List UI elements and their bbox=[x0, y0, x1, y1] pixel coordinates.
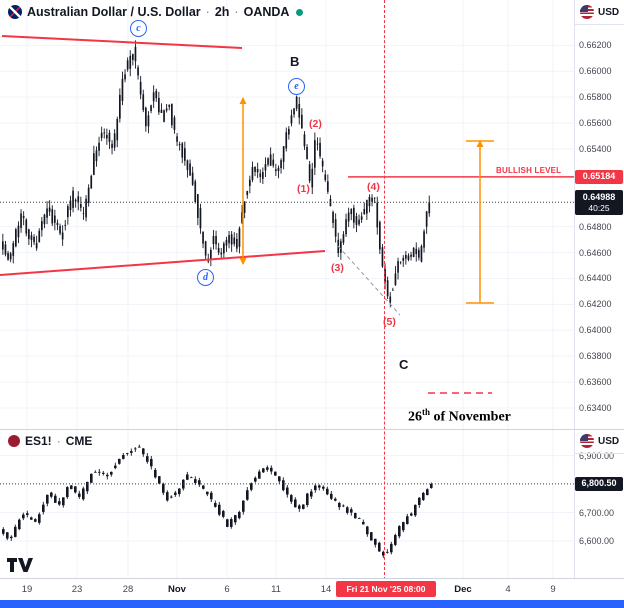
us-flag-icon bbox=[580, 5, 594, 19]
es-last-price-badge: 6,800.50 bbox=[575, 477, 623, 491]
sub-chart-canvas[interactable] bbox=[0, 430, 574, 578]
time-axis-label: 19 bbox=[21, 584, 33, 595]
wave-d-circled-label[interactable]: d bbox=[197, 269, 214, 286]
price-axis-label: 0.65800 bbox=[579, 92, 612, 103]
bullish-price-value: 0.65184 bbox=[582, 171, 616, 182]
tradingview-logo[interactable] bbox=[7, 556, 33, 574]
time-axis-label: 6 bbox=[224, 584, 230, 595]
sub-symbol-title: ES1! bbox=[25, 434, 52, 448]
panel-separator[interactable] bbox=[0, 429, 624, 430]
price-axis-label: 0.63800 bbox=[579, 351, 612, 362]
time-axis[interactable]: 19 23 28 Nov 6 11 14 Dec 4 9 bbox=[0, 578, 624, 601]
date-note[interactable]: 26th of November bbox=[408, 407, 511, 426]
bullish-level-label[interactable]: BULLISH LEVEL bbox=[496, 166, 562, 175]
elliott-wave-1-label[interactable]: (1) bbox=[297, 183, 310, 195]
wave-b-label[interactable]: B bbox=[290, 54, 300, 69]
time-axis-label: Dec bbox=[454, 584, 472, 595]
crosshair-date-badge: Fri 21 Nov '25 08:00 bbox=[336, 581, 436, 597]
us-flag-icon bbox=[580, 434, 594, 448]
main-currency-box[interactable]: USD bbox=[580, 5, 619, 19]
time-axis-label: 23 bbox=[71, 584, 83, 595]
price-axis-label: 0.64600 bbox=[579, 247, 612, 258]
time-axis-label: 9 bbox=[550, 584, 556, 595]
time-axis-label: 28 bbox=[122, 584, 134, 595]
time-axis-label: 4 bbox=[505, 584, 511, 595]
price-axis-label: 0.65400 bbox=[579, 143, 612, 154]
price-axis-label: 0.63600 bbox=[579, 377, 612, 388]
wave-c-label[interactable]: C bbox=[399, 357, 409, 372]
last-price-badge: 0.64988 40:25 bbox=[575, 190, 623, 215]
wave-e-circled-label[interactable]: e bbox=[288, 78, 305, 95]
vertical-dashed-date-line[interactable] bbox=[384, 0, 385, 580]
wave-c-circled-label[interactable]: c bbox=[130, 20, 147, 37]
bottom-accent-bar bbox=[0, 600, 624, 608]
sub-exchange-label: CME bbox=[65, 434, 93, 448]
sub-currency-box[interactable]: USD bbox=[580, 434, 619, 448]
symbol-title: Australian Dollar / U.S. Dollar bbox=[27, 5, 201, 19]
market-status-dot bbox=[296, 8, 304, 16]
price-axis-label: 0.64800 bbox=[579, 221, 612, 232]
sub-currency-label: USD bbox=[598, 435, 620, 447]
separator-dot: · bbox=[56, 434, 61, 448]
axis-separator bbox=[575, 24, 624, 25]
elliott-wave-5-label[interactable]: (5) bbox=[383, 316, 396, 328]
price-axis-label: 0.66000 bbox=[579, 66, 612, 77]
note-ordinal: th bbox=[422, 407, 431, 417]
main-chart-legend[interactable]: Australian Dollar / U.S. Dollar · 2h · O… bbox=[8, 5, 304, 19]
price-axis-label: 0.64400 bbox=[579, 273, 612, 284]
separator-dot: · bbox=[205, 5, 210, 19]
price-axis-label: 0.66200 bbox=[579, 40, 612, 51]
time-axis-label: 11 bbox=[271, 584, 281, 595]
currency-label: USD bbox=[598, 6, 620, 18]
price-axis[interactable]: 0.66200 0.66000 0.65800 0.65600 0.65400 0.648… bbox=[574, 0, 624, 578]
exchange-label: OANDA bbox=[243, 5, 290, 19]
note-rest: of November bbox=[430, 409, 511, 425]
price-axis-label: 6,900.00 bbox=[579, 450, 615, 461]
time-axis-label: 14 bbox=[320, 584, 332, 595]
price-axis-label: 0.64000 bbox=[579, 325, 612, 336]
es-futures-icon bbox=[8, 435, 20, 447]
elliott-wave-4-label[interactable]: (4) bbox=[367, 181, 380, 193]
bullish-price-badge: 0.65184 bbox=[575, 170, 623, 184]
price-axis-label: 0.63400 bbox=[579, 402, 612, 413]
elliott-wave-2-label[interactable]: (2) bbox=[309, 118, 322, 130]
note-day: 26 bbox=[408, 409, 422, 425]
price-axis-label: 0.65600 bbox=[579, 118, 612, 129]
separator-dot: · bbox=[234, 5, 239, 19]
sub-chart-legend[interactable]: ES1! · CME bbox=[8, 434, 92, 448]
last-price-value: 0.64988 bbox=[582, 191, 616, 202]
elliott-wave-3-label[interactable]: (3) bbox=[331, 262, 344, 274]
es-last-price-value: 6,800.50 bbox=[581, 478, 617, 489]
time-axis-label: Nov bbox=[168, 584, 186, 595]
main-chart-canvas[interactable] bbox=[0, 0, 574, 430]
bar-countdown: 40:25 bbox=[588, 202, 610, 213]
axis-separator bbox=[575, 453, 624, 454]
interval-label[interactable]: 2h bbox=[214, 5, 230, 19]
price-axis-label: 6,600.00 bbox=[579, 536, 615, 546]
australia-flag-icon bbox=[8, 5, 22, 19]
price-axis-label: 0.64200 bbox=[579, 299, 612, 310]
price-axis-label: 6,700.00 bbox=[579, 507, 615, 518]
